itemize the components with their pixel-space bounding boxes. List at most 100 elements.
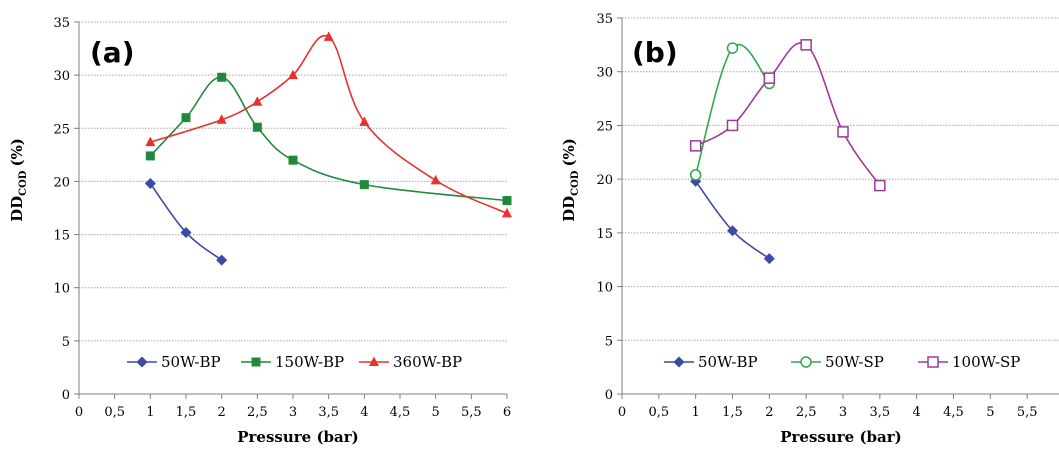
data-point [216,254,228,266]
x-tick-label: 6 [503,405,511,420]
y-tick-label: 30 [596,66,613,81]
legend-marker [369,356,379,366]
data-point [727,225,738,237]
data-point [180,226,192,238]
x-tick-label: 3,5 [869,405,890,420]
x-tick-label: 0,5 [104,405,125,420]
x-tick-label: 5,5 [461,405,482,420]
series-50W-BP [690,175,775,265]
x-tick-label: 1,5 [176,405,197,420]
y-tick-label: 10 [53,282,70,297]
y-tick-label: 20 [53,175,70,190]
data-point [288,155,298,165]
legend: 50W-BP 150W-BP 360W-BP [127,353,462,371]
y-tick-label: 25 [596,119,613,134]
data-point [800,39,812,51]
panel-label: (b) [632,36,678,69]
x-tick-label: 2,5 [796,405,817,420]
y-tick-label: 35 [596,12,613,27]
legend-label: 50W-BP [161,353,221,371]
legend-label: 50W-SP [825,353,884,371]
data-point [359,180,369,190]
series-360W-BP [145,31,512,218]
data-point [502,196,512,206]
x-tick-label: 2,5 [247,405,268,420]
x-tick-label: 0,5 [648,405,669,420]
x-axis-title: Pressure (bar) [780,428,902,446]
data-point [763,253,775,265]
legend-marker [673,356,685,368]
series-line [150,34,508,215]
data-point [689,140,702,152]
y-axis-title-unit: (%) [8,138,26,166]
y-tick-label: 10 [596,281,613,296]
y-tick-label: 20 [596,173,613,188]
x-tick-label: 0 [618,405,626,420]
x-tick-label: 1,5 [722,405,743,420]
y-tick-label: 5 [605,334,613,349]
legend-marker [136,356,148,368]
y-tick-label: 0 [62,388,70,403]
x-tick-label: 3 [289,405,297,420]
x-tick-label: 4,5 [943,405,964,420]
data-point [323,31,334,41]
data-point [874,179,886,192]
series-line [695,180,770,260]
legend: 50W-BP 50W-SP 100W-SP [664,353,1020,371]
data-point [837,126,849,138]
legend-marker [927,356,939,368]
y-axis-title-subscript: COD [570,170,581,196]
x-axis-title: Pressure (bar) [237,428,359,446]
x-tick-label: 4 [913,405,921,420]
x-tick-label: 2 [765,405,773,420]
legend-marker [800,356,812,368]
series-line [695,42,881,187]
x-tick-label: 1 [146,405,154,420]
y-axis-title-unit: (%) [560,138,578,166]
y-tick-label: 30 [53,69,70,84]
y-tick-label: 25 [53,122,70,137]
x-tick-label: 5,5 [1017,405,1038,420]
legend-label: 100W-SP [952,353,1020,371]
data-point [763,72,776,84]
chart-panel-a: 0 5 10 15 20 25 30 35 0 0,5 1 1,5 2 2,5 3 3,5 4 4,5 5 5,5 6 P… [8,16,512,446]
y-axis-title-subscript: COD [18,170,29,196]
data-point [252,96,263,106]
legend-label: 360W-BP [393,353,462,371]
data-point [145,136,156,147]
series-line [149,183,223,261]
legend-label: 50W-BP [698,353,758,371]
data-point [217,72,227,82]
data-point [288,69,298,80]
y-tick-label: 5 [62,335,70,350]
data-point [216,114,227,124]
x-tick-label: 0 [75,405,83,420]
x-tick-label: 1 [692,405,700,420]
data-point [252,122,262,132]
chart-panel-b: 0510152025303500,511,522,533,544,555,56P… [560,12,1059,446]
x-tick-label: 4 [360,405,368,420]
legend-label: 150W-BP [275,353,344,371]
series-line [694,43,770,176]
series-50W-SP [689,42,776,181]
x-tick-label: 2 [218,405,226,420]
x-tick-label: 3 [839,405,847,420]
x-tick-label: 5 [432,405,440,420]
x-tick-label: 5 [986,405,994,420]
y-axis-title-main: DD [560,196,578,222]
series-100W-SP [689,39,886,192]
series-50W-BP [144,178,228,266]
y-tick-label: 35 [53,16,70,31]
legend-marker [251,357,261,367]
y-tick-label: 15 [53,229,70,244]
data-point [144,178,156,190]
data-point [726,42,739,54]
series-150W-BP [145,72,512,206]
data-point [689,169,702,181]
x-tick-label: 3,5 [318,405,339,420]
data-point [145,151,155,161]
y-axis-title: DDCOD (%) [8,138,29,222]
y-axis-title-main: DD [8,196,26,222]
data-point [359,116,370,126]
